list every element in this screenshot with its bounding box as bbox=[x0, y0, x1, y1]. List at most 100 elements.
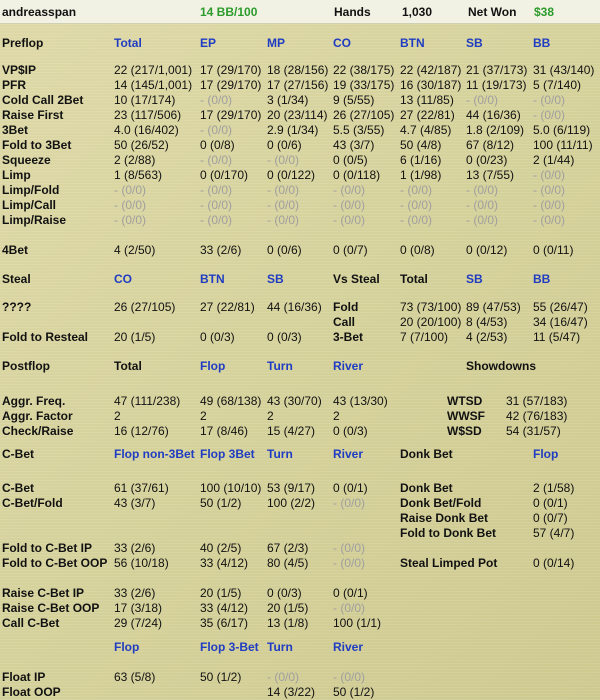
stat-value: 26 (27/105) bbox=[333, 108, 395, 122]
stat-label: Limp/Raise bbox=[2, 213, 67, 227]
stat-value: 9 (5/55) bbox=[333, 93, 375, 107]
stat-value: 22 (42/187) bbox=[400, 63, 462, 77]
stat-value: 14 (3/22) bbox=[267, 685, 316, 699]
cbet-header-3: Turn bbox=[267, 447, 293, 461]
player-name: andreasspan bbox=[2, 5, 77, 19]
cbet-header-4: River bbox=[333, 447, 364, 461]
donk-value: 0 (0/1) bbox=[533, 496, 568, 510]
stat-value: 20 (23/114) bbox=[267, 108, 328, 122]
stat-value: 1 (8/563) bbox=[114, 168, 163, 182]
preflop-header-0: Preflop bbox=[2, 36, 44, 50]
stat-label: Call bbox=[333, 315, 356, 329]
stat-value: - (0/0) bbox=[333, 198, 366, 212]
stat-value: 3 (1/34) bbox=[267, 93, 309, 107]
postflop-header-0: Postflop bbox=[2, 359, 50, 373]
stat-value: 2 (1/44) bbox=[533, 153, 575, 167]
stat-value: 43 (3/7) bbox=[114, 496, 156, 510]
stat-value: - (0/0) bbox=[200, 183, 233, 197]
stat-value: 19 (33/175) bbox=[333, 78, 395, 92]
stat-label: PFR bbox=[2, 78, 26, 92]
stat-value: 10 (17/174) bbox=[114, 93, 176, 107]
stat-value: 17 (27/156) bbox=[267, 78, 329, 92]
stat-value: 1.8 (2/109) bbox=[466, 123, 525, 137]
stat-value: 20 (20/100) bbox=[400, 315, 462, 329]
donk-value: 2 (1/58) bbox=[533, 481, 575, 495]
stat-value: - (0/0) bbox=[400, 183, 433, 197]
donk-value: 0 (0/7) bbox=[533, 511, 568, 525]
stat-value: 20 (1/5) bbox=[267, 601, 309, 615]
stat-label: C-Bet bbox=[2, 481, 34, 495]
stat-label: C-Bet/Fold bbox=[2, 496, 63, 510]
stat-value: - (0/0) bbox=[200, 198, 233, 212]
stat-value: 16 (12/76) bbox=[114, 424, 169, 438]
stat-value: 5 (7/140) bbox=[533, 78, 582, 92]
stat-value: 40 (2/5) bbox=[200, 541, 242, 555]
stat-value: - (0/0) bbox=[200, 153, 233, 167]
stat-value: 55 (26/47) bbox=[533, 300, 588, 314]
postflop-header-1: Total bbox=[114, 359, 142, 373]
donk-header-0: Donk Bet bbox=[400, 447, 453, 461]
stat-value: 5.5 (3/55) bbox=[333, 123, 385, 137]
stat-value: - (0/0) bbox=[533, 198, 566, 212]
showdown-label: W$SD bbox=[447, 424, 482, 438]
stat-value: 17 (8/46) bbox=[200, 424, 249, 438]
stat-value: 0 (0/23) bbox=[466, 153, 508, 167]
stat-value: 27 (22/81) bbox=[400, 108, 455, 122]
stat-value: 8 (4/53) bbox=[466, 315, 508, 329]
float-header-4: River bbox=[333, 640, 364, 654]
stat-value: 0 (0/5) bbox=[333, 153, 368, 167]
stat-value: 14 (145/1,001) bbox=[114, 78, 193, 92]
stat-value: - (0/0) bbox=[114, 213, 147, 227]
donk-value: 0 (0/14) bbox=[533, 556, 575, 570]
stat-label: 3-Bet bbox=[333, 330, 364, 344]
stat-value: 16 (30/187) bbox=[400, 78, 462, 92]
stat-value: 2.9 (1/34) bbox=[267, 123, 319, 137]
stat-value: - (0/0) bbox=[533, 168, 566, 182]
stat-value: 4.7 (4/85) bbox=[400, 123, 452, 137]
stat-value: - (0/0) bbox=[533, 108, 566, 122]
preflop-header-3: MP bbox=[267, 36, 285, 50]
donk-header-1: Flop bbox=[533, 447, 559, 461]
stat-value: 0 (0/3) bbox=[267, 330, 302, 344]
stat-value: - (0/0) bbox=[533, 93, 566, 107]
cbet-header-1: Flop non-3Bet bbox=[114, 447, 195, 461]
stat-value: 50 (1/2) bbox=[200, 496, 242, 510]
preflop-header-7: BB bbox=[533, 36, 551, 50]
stat-value: 43 (30/70) bbox=[267, 394, 322, 408]
stat-value: 35 (6/17) bbox=[200, 616, 249, 630]
stat-value: 5.0 (6/119) bbox=[533, 123, 591, 137]
stat-value: 2 bbox=[267, 409, 274, 423]
steal-header-5: Total bbox=[400, 272, 428, 286]
stat-value: - (0/0) bbox=[466, 213, 499, 227]
stat-value: 53 (9/17) bbox=[267, 481, 316, 495]
stat-value: 2 bbox=[114, 409, 121, 423]
stat-value: 17 (29/170) bbox=[200, 63, 262, 77]
stat-label: Limp/Call bbox=[2, 198, 57, 212]
stat-value: 50 (1/2) bbox=[333, 685, 375, 699]
steal-header-6: SB bbox=[466, 272, 483, 286]
stat-value: 4 (2/53) bbox=[466, 330, 508, 344]
stat-value: - (0/0) bbox=[267, 183, 300, 197]
stat-value: 56 (10/18) bbox=[114, 556, 169, 570]
stat-value: - (0/0) bbox=[333, 213, 366, 227]
stat-value: - (0/0) bbox=[333, 556, 366, 570]
stat-value: 67 (2/3) bbox=[267, 541, 309, 555]
stat-value: 0 (0/3) bbox=[200, 330, 235, 344]
stat-value: 27 (22/81) bbox=[200, 300, 255, 314]
steal-header-0: Steal bbox=[2, 272, 31, 286]
stat-value: 7 (7/100) bbox=[400, 330, 449, 344]
stat-value: 0 (0/6) bbox=[267, 243, 302, 257]
stat-label: Fold to 3Bet bbox=[2, 138, 72, 152]
stat-value: 0 (0/1) bbox=[333, 481, 368, 495]
stat-value: 31 (43/140) bbox=[533, 63, 595, 77]
steal-header-1: CO bbox=[114, 272, 132, 286]
float-header-2: Flop 3-Bet bbox=[200, 640, 259, 654]
stat-value: 67 (8/12) bbox=[466, 138, 515, 152]
stat-value: 50 (1/2) bbox=[200, 670, 242, 684]
preflop-header-6: SB bbox=[466, 36, 483, 50]
stat-value: 0 (0/170) bbox=[200, 168, 249, 182]
stat-value: 100 (11/11) bbox=[533, 138, 593, 152]
stat-value: 13 (7/55) bbox=[466, 168, 515, 182]
stat-label: Fold to Resteal bbox=[2, 330, 89, 344]
stat-value: - (0/0) bbox=[400, 198, 433, 212]
